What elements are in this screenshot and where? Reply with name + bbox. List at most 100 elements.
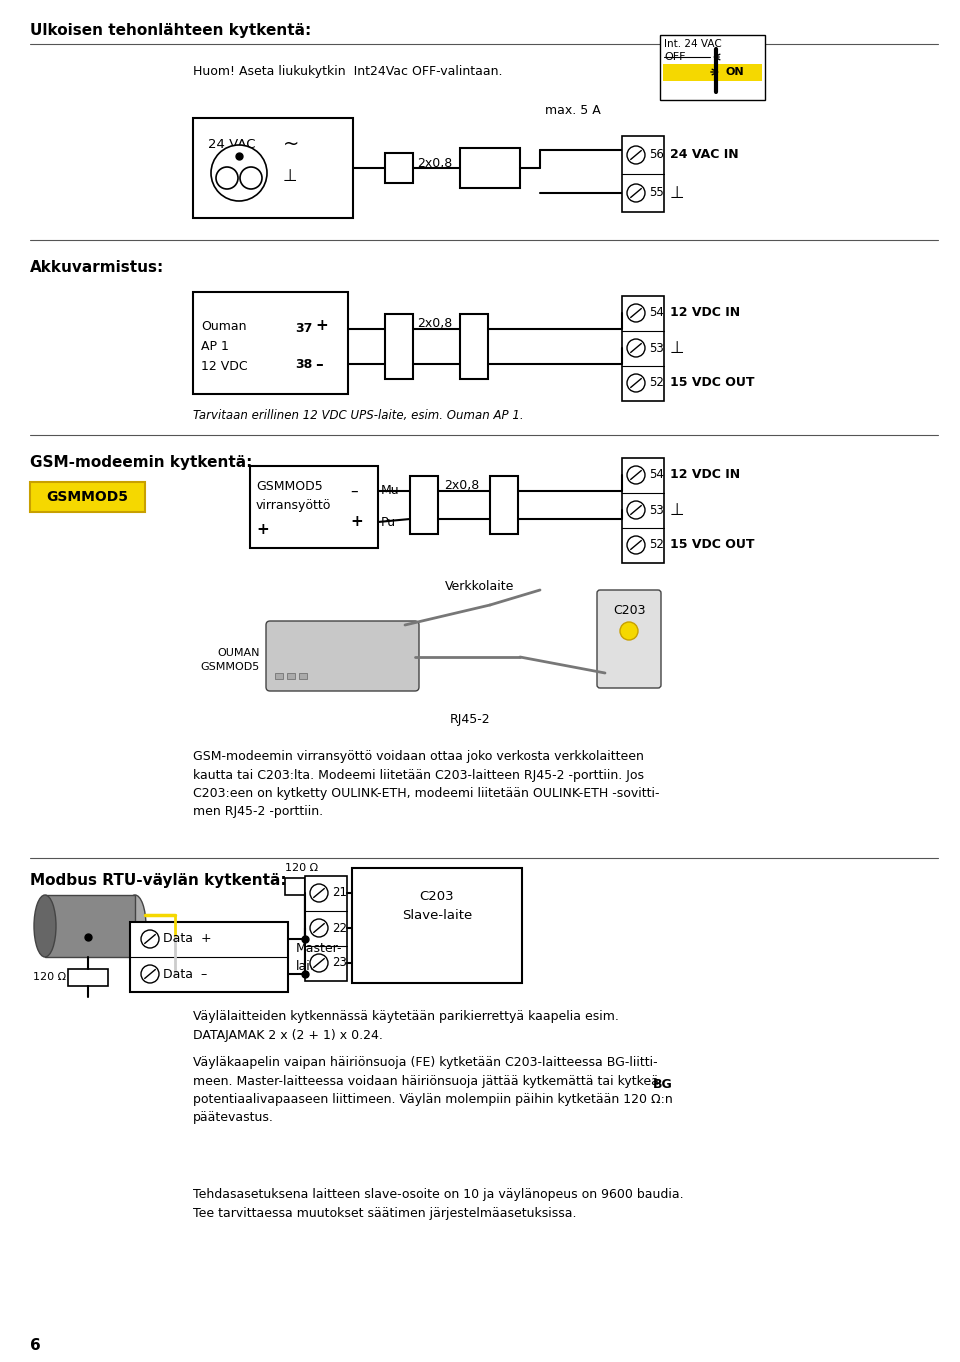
Bar [490, 475, 518, 534]
Bar [30, 482, 145, 512]
Text: 15 VDC OUT: 15 VDC OUT [670, 538, 755, 552]
Circle shape [627, 537, 645, 554]
Bar [385, 153, 413, 183]
Circle shape [627, 466, 645, 484]
Text: OUMAN
GSMMOD5: OUMAN GSMMOD5 [201, 648, 260, 671]
Bar [287, 673, 295, 680]
Bar [68, 968, 108, 986]
Text: +: + [350, 515, 363, 530]
Text: Mu: Mu [381, 485, 399, 497]
Text: RJ45-2: RJ45-2 [449, 714, 491, 726]
Text: +: + [315, 319, 327, 334]
Text: OFF: OFF [664, 52, 685, 63]
Circle shape [620, 622, 638, 640]
Bar [663, 64, 762, 80]
Bar [460, 148, 520, 188]
Ellipse shape [124, 895, 146, 957]
Text: 55: 55 [649, 187, 663, 199]
Text: ⊥: ⊥ [283, 168, 298, 185]
Text: 12 VDC IN: 12 VDC IN [670, 306, 740, 320]
Text: 54: 54 [649, 306, 664, 320]
Circle shape [310, 919, 328, 937]
Text: 2x0,8: 2x0,8 [418, 317, 452, 331]
Text: Verkkolaite: Verkkolaite [445, 580, 515, 594]
Circle shape [627, 375, 645, 392]
Text: GSM-modeemin virransyöttö voidaan ottaa joko verkosta verkkolaitteen
kautta tai : GSM-modeemin virransyöttö voidaan ottaa … [193, 750, 660, 819]
Text: 120 Ω: 120 Ω [285, 864, 318, 873]
Circle shape [627, 501, 645, 519]
Bar [622, 136, 664, 212]
Text: Modbus RTU-väylän kytkentä:: Modbus RTU-väylän kytkentä: [30, 873, 287, 888]
Bar [250, 466, 378, 548]
Text: ⊥: ⊥ [670, 339, 684, 357]
Text: Master-
laite: Master- laite [296, 941, 343, 972]
Circle shape [141, 966, 159, 983]
Text: Tehdasasetuksena laitteen slave-osoite on 10 ja väylänopeus on 9600 baudia.
Tee : Tehdasasetuksena laitteen slave-osoite o… [193, 1188, 684, 1219]
Text: 37: 37 [295, 323, 312, 335]
Circle shape [627, 339, 645, 357]
Text: ON: ON [725, 67, 744, 78]
Text: –: – [315, 357, 323, 372]
Text: 22: 22 [332, 922, 347, 934]
Bar [285, 878, 325, 895]
Text: 24 VAC IN: 24 VAC IN [670, 148, 738, 162]
Text: 15 VDC OUT: 15 VDC OUT [670, 376, 755, 390]
Text: Data  +: Data + [163, 933, 211, 945]
Text: max. 5 A: max. 5 A [545, 104, 601, 117]
Text: Ouman
AP 1
12 VDC: Ouman AP 1 12 VDC [201, 320, 248, 373]
Bar [410, 475, 438, 534]
Text: 54: 54 [649, 469, 664, 482]
Text: 38: 38 [295, 357, 312, 370]
Text: GSM-modeemin kytkentä:: GSM-modeemin kytkentä: [30, 455, 252, 470]
Ellipse shape [34, 895, 56, 957]
Text: Int. 24 VAC: Int. 24 VAC [664, 39, 722, 49]
Circle shape [627, 146, 645, 163]
Bar [299, 673, 307, 680]
Text: Väylälaitteiden kytkennässä käytetään parikierrettyä kaapelia esim.
DATAJAMAK 2 : Väylälaitteiden kytkennässä käytetään pa… [193, 1011, 619, 1042]
Bar [193, 118, 353, 218]
Circle shape [627, 304, 645, 321]
Text: GSMMOD5: GSMMOD5 [46, 490, 129, 504]
Text: virransyöttö: virransyöttö [256, 500, 331, 512]
Text: C203
Slave-laite: C203 Slave-laite [402, 889, 472, 922]
Circle shape [627, 184, 645, 202]
Circle shape [310, 953, 328, 972]
Bar [385, 315, 413, 379]
Text: Huom! Aseta liukukytkin  Int24Vac OFF-valintaan.: Huom! Aseta liukukytkin Int24Vac OFF-val… [193, 65, 502, 79]
Text: 2x0,8: 2x0,8 [418, 157, 452, 169]
Bar [352, 868, 522, 983]
Text: 21: 21 [332, 887, 347, 899]
Text: 6: 6 [30, 1337, 40, 1352]
Text: 12 VDC IN: 12 VDC IN [670, 469, 740, 482]
Bar [305, 876, 347, 981]
Bar [460, 315, 488, 379]
Text: Ulkoisen tehonlähteen kytkentä:: Ulkoisen tehonlähteen kytkentä: [30, 23, 311, 38]
Text: Data  –: Data – [163, 967, 207, 981]
Text: ~: ~ [283, 135, 300, 154]
Bar [45, 895, 135, 957]
FancyBboxPatch shape [266, 621, 419, 691]
Text: BG: BG [653, 1077, 673, 1091]
Bar [130, 922, 288, 992]
Text: Pu: Pu [381, 515, 396, 528]
Text: 23: 23 [332, 956, 347, 970]
Text: Tarvitaan erillinen 12 VDC UPS-laite, esim. Ouman AP 1.: Tarvitaan erillinen 12 VDC UPS-laite, es… [193, 409, 523, 421]
Text: Väyläkaapelin vaipan häiriönsuoja (FE) kytketään C203-laitteessa BG-liitti-
meen: Väyläkaapelin vaipan häiriönsuoja (FE) k… [193, 1056, 673, 1125]
Text: Akkuvarmistus:: Akkuvarmistus: [30, 260, 164, 275]
Circle shape [310, 884, 328, 902]
Text: 52: 52 [649, 376, 664, 390]
Text: 53: 53 [649, 504, 663, 516]
Text: –: – [350, 484, 358, 498]
Circle shape [211, 144, 267, 202]
Text: ⊥: ⊥ [670, 184, 684, 202]
FancyBboxPatch shape [597, 590, 661, 688]
Text: C203: C203 [612, 605, 645, 617]
Text: GSMMOD5: GSMMOD5 [256, 479, 323, 493]
Circle shape [216, 168, 238, 189]
Text: ⊥: ⊥ [670, 501, 684, 519]
Text: 56: 56 [649, 148, 664, 162]
Text: 2x0,8: 2x0,8 [444, 479, 480, 493]
Circle shape [240, 168, 262, 189]
Bar [622, 296, 664, 400]
Circle shape [141, 930, 159, 948]
